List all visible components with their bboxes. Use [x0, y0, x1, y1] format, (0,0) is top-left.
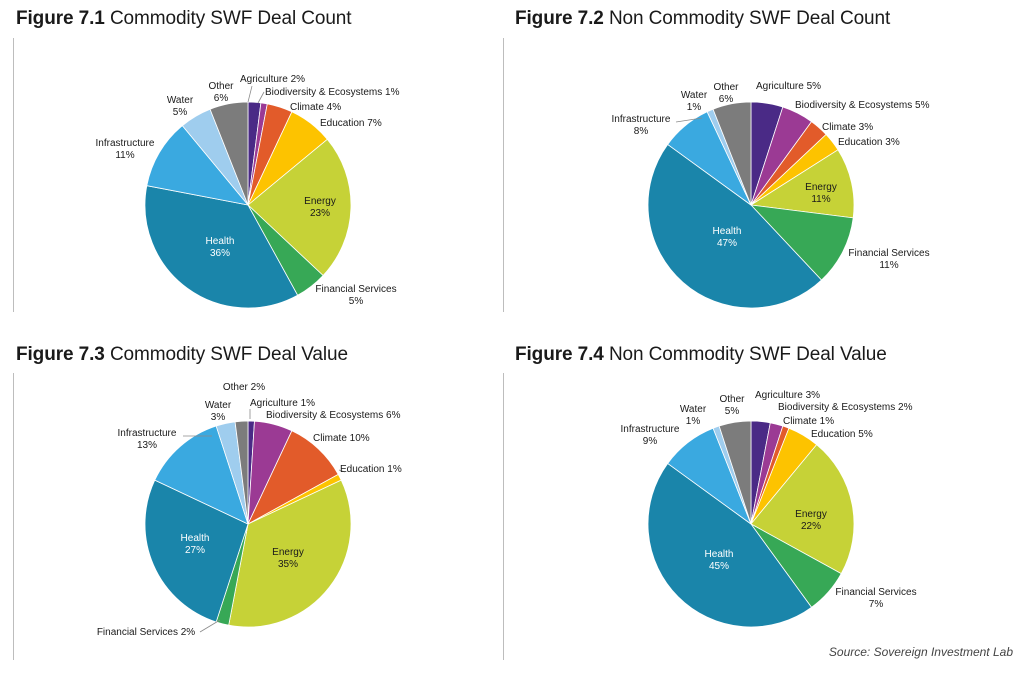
leader-line: [247, 85, 253, 103]
pie-slice-other: [712, 101, 752, 206]
slice-label-biodiversity-and-ecosystems: Biodiversity & Ecosystems 6%: [266, 410, 401, 421]
slice-label-energy: Energy 35%: [272, 547, 304, 570]
slice-label-biodiversity-and-ecosystems: Biodiversity & Ecosystems 2%: [778, 402, 913, 413]
separator-top-left: [13, 38, 14, 312]
pie-slice-other: [718, 420, 752, 525]
figure-title: Figure 7.2 Non Commodity SWF Deal Count: [515, 8, 890, 30]
figure-number: Figure 7.3: [16, 344, 105, 365]
slice-label-infrastructure: Infrastructure 9%: [621, 424, 680, 447]
figure-name: Commodity SWF Deal Value: [109, 344, 348, 365]
slice-label-climate: Climate 4%: [290, 102, 341, 113]
pie-slice-health: [647, 143, 823, 309]
leader-line: [257, 91, 265, 104]
slice-label-agriculture: Agriculture 2%: [240, 74, 305, 85]
slice-label-climate: Climate 10%: [313, 433, 370, 444]
figure-number: Figure 7.4: [515, 344, 604, 365]
leader-line: [199, 619, 221, 633]
slice-label-health: Health 36%: [206, 236, 235, 259]
figure-title: Figure 7.4 Non Commodity SWF Deal Value: [515, 344, 887, 366]
pie-chart-4: Agriculture 3%Biodiversity & Ecosystems …: [621, 390, 917, 628]
slice-label-water: Water 1%: [680, 404, 707, 427]
slice-label-health: Health 47%: [713, 226, 742, 249]
slice-label-biodiversity-and-ecosystems: Biodiversity & Ecosystems 5%: [795, 100, 930, 111]
pie-chart-1: Agriculture 2% Biodiversity & Ecosystems …: [96, 74, 400, 309]
slice-label-water: Water 3%: [205, 400, 232, 423]
slice-label-health: Health 27%: [181, 533, 210, 556]
slice-label-climate: Climate 3%: [822, 122, 873, 133]
figure-title: Figure 7.3 Commodity SWF Deal Value: [16, 344, 348, 366]
slice-label-other: Other 6%: [208, 81, 234, 104]
slice-label-other: Other 5%: [719, 394, 745, 417]
slice-label-water: Water 1%: [681, 90, 708, 113]
pie-slice-energy: [228, 479, 352, 628]
slice-label-financial-services: Financial Services 11%: [848, 248, 929, 271]
separator-bottom-middle: [503, 373, 504, 660]
slice-label-agriculture: Agriculture 3%: [755, 390, 820, 401]
slice-label-energy: Energy 23%: [304, 196, 336, 219]
slice-label-education: Education 3%: [838, 137, 900, 148]
figure-number: Figure 7.1: [16, 8, 105, 29]
slice-label-financial-services: Financial Services 7%: [835, 587, 916, 610]
slice-label-health: Health 45%: [705, 549, 734, 572]
separator-top-middle: [503, 38, 504, 312]
pie-chart-2: Agriculture 5% Biodiversity & Ecosystems …: [612, 81, 930, 309]
pie-slice-financial-services: [749, 204, 854, 281]
pie-slice-other: [234, 420, 249, 525]
pie-slice-energy: [750, 444, 855, 575]
slice-label-agriculture: Agriculture 1%: [250, 398, 315, 409]
figure-name: Commodity SWF Deal Count: [109, 8, 352, 29]
figure-title: Figure 7.1 Commodity SWF Deal Count: [16, 8, 352, 30]
slice-label-infrastructure: Infrastructure 13%: [118, 428, 177, 451]
slice-label-energy: Energy 22%: [795, 509, 827, 532]
pie-slice-energy: [247, 138, 352, 277]
slice-label-infrastructure: Infrastructure 11%: [96, 138, 155, 161]
slice-label-education: Education 1%: [340, 464, 402, 475]
slice-label-other: Other 6%: [713, 82, 739, 105]
slice-label-water: Water 5%: [167, 95, 194, 118]
pie-slice-energy: [749, 149, 855, 219]
slice-label-financial-services: Financial Services 5%: [315, 284, 396, 307]
pie-slice-infrastructure: [146, 125, 250, 206]
leader-line: [675, 117, 703, 123]
slice-label-energy: Energy 11%: [805, 182, 837, 205]
leader-line: [338, 469, 346, 473]
pie-slice-health: [144, 479, 249, 623]
pie-chart-3: Agriculture 1%Biodiversity & Ecosystems …: [97, 382, 402, 638]
source-note: Source: Sovereign Investment Lab: [828, 645, 1013, 659]
slice-label-education: Education 7%: [320, 118, 382, 129]
slice-label-other: Other 2%: [223, 382, 265, 393]
slice-label-financial-services: Financial Services 2%: [97, 627, 195, 638]
separator-bottom-left: [13, 373, 14, 660]
figure-number: Figure 7.2: [515, 8, 604, 29]
figure-name: Non Commodity SWF Deal Value: [608, 344, 887, 365]
slice-label-biodiversity-and-ecosystems: Biodiversity & Ecosystems 1%: [265, 87, 400, 98]
pie-slice-health: [144, 185, 299, 309]
pie-slice-infrastructure: [154, 425, 249, 525]
slice-label-agriculture: Agriculture 5%: [756, 81, 821, 92]
slice-label-climate: Climate 1%: [783, 416, 834, 427]
slice-label-infrastructure: Infrastructure 8%: [612, 114, 671, 137]
figure-name: Non Commodity SWF Deal Count: [608, 8, 891, 29]
slice-label-education: Education 5%: [811, 429, 873, 440]
pie-slice-other: [209, 101, 249, 206]
pie-slice-health: [647, 462, 813, 628]
